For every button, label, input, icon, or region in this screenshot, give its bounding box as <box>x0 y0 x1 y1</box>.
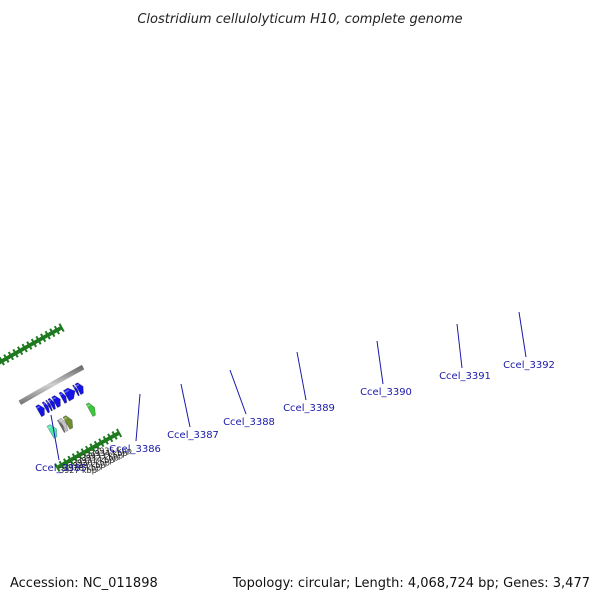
gene-label[interactable]: Ccel_3392 <box>503 360 555 371</box>
cds-feature-highlight <box>64 389 70 394</box>
kbp-label: 3934 kbp <box>90 449 128 458</box>
kbp-label: 3927 kbp <box>59 466 97 475</box>
cds-feature-highlight <box>63 416 68 420</box>
cds-feature-highlight <box>52 396 56 400</box>
gene-label[interactable]: Ccel_3390 <box>360 387 412 398</box>
cds-feature <box>45 399 53 412</box>
cds-feature <box>47 397 56 411</box>
cds-feature-highlight <box>58 421 60 423</box>
gene-leader-line <box>180 383 191 428</box>
cds-feature-highlight <box>42 402 46 406</box>
kbp-label: 3935 kbp <box>94 446 132 455</box>
cds-feature-highlight <box>75 383 80 387</box>
kbp-label: 3932 kbp <box>81 454 119 463</box>
cds-feature <box>58 417 69 432</box>
cds-feature <box>62 415 74 430</box>
gene-leader-line <box>456 323 463 369</box>
cds-feature <box>63 387 76 402</box>
gene-leader-line <box>518 311 527 358</box>
topology-summary: Topology: circular; Length: 4,068,724 bp… <box>232 576 590 591</box>
map-title: Clostridium cellulolyticum H10, complete… <box>137 12 462 27</box>
kbp-label: 3929 kbp <box>68 461 106 470</box>
cds-feature <box>85 402 96 417</box>
gene-label[interactable]: Ccel_3387 <box>167 430 219 441</box>
cds-feature-highlight <box>47 425 52 429</box>
gene-leader-line <box>296 351 307 401</box>
gene-label[interactable]: Ccel_3386 <box>109 444 161 455</box>
gene-label[interactable]: Ccel_3385 <box>35 463 87 474</box>
gene-label[interactable]: Ccel_3388 <box>223 417 275 428</box>
gene-labels: Ccel_3385 Ccel_3386 Ccel_3387 Ccel_3388 Ccel… <box>35 311 555 474</box>
cds-feature-highlight <box>73 386 76 389</box>
genome-backbone <box>18 364 85 405</box>
cds-feature-highlight <box>59 393 63 396</box>
cds-feature <box>46 424 58 439</box>
cds-feature <box>35 404 45 418</box>
accession-text: Accession: NC_011898 <box>10 576 158 591</box>
cds-feature-highlight <box>46 401 49 404</box>
gene-label[interactable]: Ccel_3391 <box>439 371 491 382</box>
gene-leader-line <box>50 414 60 461</box>
outer-tick-mark <box>58 323 65 333</box>
cds-feature-highlight <box>48 399 52 402</box>
gene-leader-line <box>135 393 141 442</box>
feature-tracks <box>35 382 96 439</box>
gene-leader-line <box>229 369 247 415</box>
cds-feature <box>72 384 80 397</box>
cds-feature <box>41 401 50 414</box>
cds-feature <box>74 382 84 396</box>
cds-feature-highlight <box>36 405 40 409</box>
gene-leader-line <box>376 340 384 385</box>
inner-tick-ring <box>54 428 123 473</box>
cds-feature <box>58 391 68 404</box>
kbp-label: 3928 kbp <box>63 464 101 473</box>
cds-feature-highlight <box>86 404 91 407</box>
kbp-label: 3933 kbp <box>85 451 123 460</box>
gene-label[interactable]: Ccel_3389 <box>283 403 335 414</box>
outer-tick-ring <box>0 323 65 368</box>
cds-feature <box>56 419 66 433</box>
kbp-label: 3930 kbp <box>72 459 110 468</box>
cds-feature-highlight <box>60 419 63 422</box>
kbp-label: 3931 kbp <box>77 456 115 465</box>
inner-tick-mark <box>116 428 123 438</box>
cds-feature <box>51 395 61 409</box>
